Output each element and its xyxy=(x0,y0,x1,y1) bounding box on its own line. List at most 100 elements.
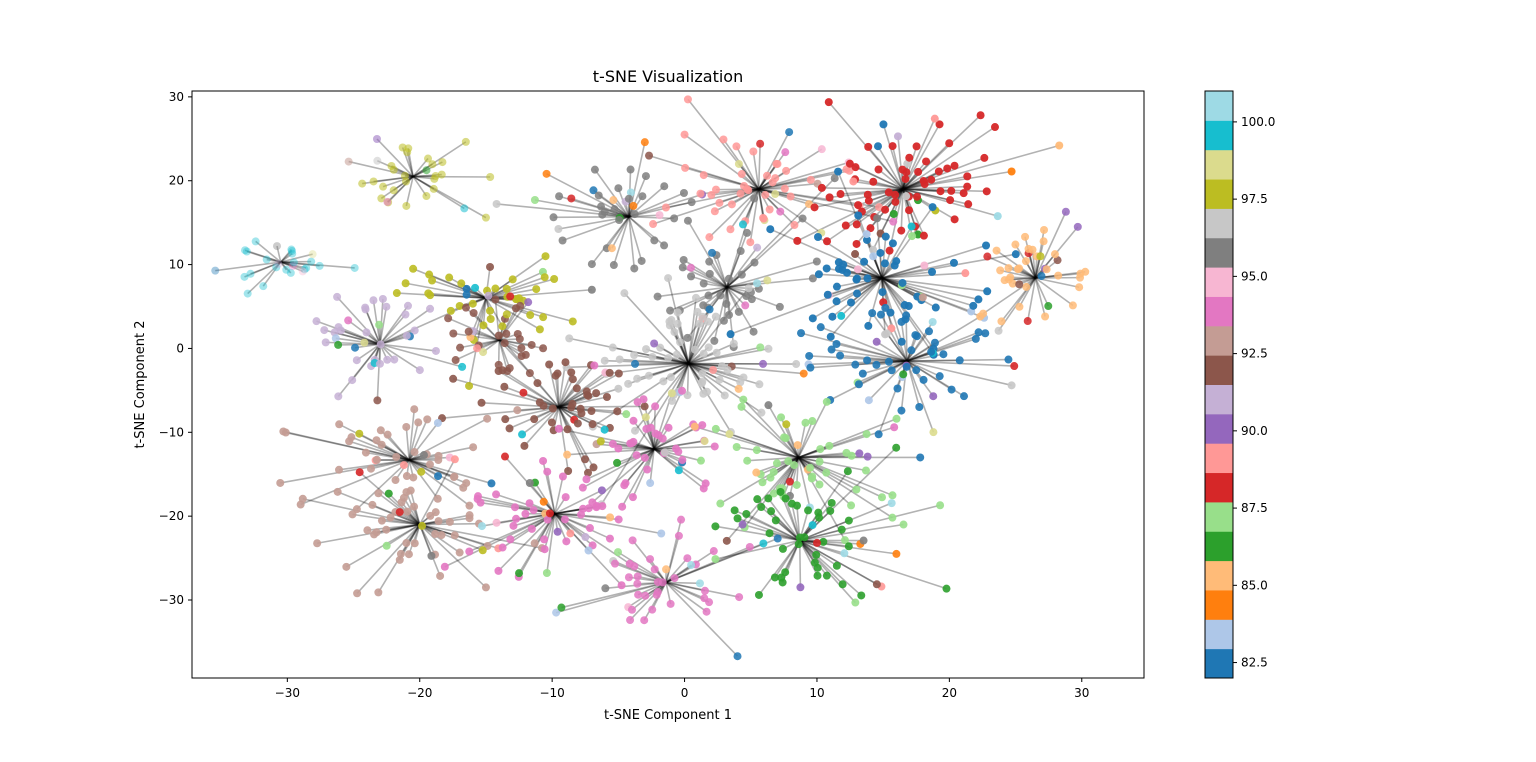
cluster-edge xyxy=(726,286,759,290)
data-point xyxy=(699,349,708,358)
cluster-edge xyxy=(767,404,800,458)
data-point xyxy=(658,578,667,587)
data-point xyxy=(812,538,821,547)
data-point xyxy=(1042,265,1051,274)
data-point xyxy=(473,344,482,353)
x-tick-label: 30 xyxy=(1074,686,1089,700)
colorbar-swatch xyxy=(1205,237,1233,268)
cluster-edge xyxy=(276,245,282,263)
data-point xyxy=(404,144,413,153)
cluster-edge xyxy=(340,329,381,346)
data-point xyxy=(742,185,751,194)
data-point xyxy=(336,326,345,335)
data-point xyxy=(444,314,453,323)
data-point xyxy=(525,479,534,488)
cluster-edge xyxy=(1010,276,1036,279)
colorbar-swatch xyxy=(1205,443,1233,474)
cluster-edge xyxy=(653,426,697,450)
data-point xyxy=(687,198,696,207)
data-point xyxy=(777,573,786,582)
data-point xyxy=(869,245,878,254)
data-point xyxy=(506,292,515,301)
data-point xyxy=(959,189,968,198)
data-point xyxy=(676,338,685,347)
cluster-edge xyxy=(784,498,801,541)
data-point xyxy=(399,461,408,470)
data-point xyxy=(769,489,778,498)
data-point xyxy=(434,517,443,526)
data-point xyxy=(557,603,566,612)
data-point xyxy=(681,163,690,172)
cluster-edge xyxy=(409,456,450,461)
data-point xyxy=(860,257,869,266)
cluster-edge xyxy=(419,514,470,526)
cluster-edge xyxy=(758,539,801,596)
data-point xyxy=(1023,317,1032,326)
data-point xyxy=(403,507,412,516)
cluster-edge xyxy=(902,175,968,190)
data-point xyxy=(836,351,845,360)
data-point xyxy=(733,652,742,661)
data-point xyxy=(641,591,650,600)
data-point xyxy=(759,359,768,368)
cluster-edge xyxy=(280,261,292,274)
data-point xyxy=(853,265,862,274)
cluster-edge xyxy=(408,459,470,507)
data-point xyxy=(666,373,675,382)
data-point xyxy=(822,468,831,477)
data-point xyxy=(1022,282,1031,291)
cluster-edge xyxy=(405,426,410,461)
data-point xyxy=(487,479,496,488)
cluster-edge xyxy=(857,268,883,279)
data-point xyxy=(558,472,567,481)
data-point xyxy=(876,310,885,319)
data-point xyxy=(656,343,665,352)
cluster-edge xyxy=(798,445,830,459)
data-point xyxy=(373,156,382,165)
cluster-edge xyxy=(713,287,728,342)
data-point xyxy=(838,580,847,589)
data-point xyxy=(561,493,570,502)
data-point xyxy=(823,237,832,246)
cluster-edge xyxy=(757,143,761,190)
cluster-edge xyxy=(558,390,588,408)
data-point xyxy=(901,174,910,183)
data-point xyxy=(670,328,679,337)
x-tick-label: −10 xyxy=(539,686,564,700)
cluster-edge xyxy=(596,443,655,450)
cluster-edge xyxy=(797,422,807,458)
data-point xyxy=(529,506,538,515)
data-point xyxy=(736,189,745,198)
data-point xyxy=(409,264,418,273)
data-point xyxy=(613,458,622,467)
data-point xyxy=(699,279,708,288)
data-point xyxy=(628,493,637,502)
data-point xyxy=(509,521,518,530)
data-point xyxy=(1011,250,1020,259)
cluster-edge xyxy=(536,382,560,408)
data-point xyxy=(897,226,906,235)
data-point xyxy=(873,142,882,151)
data-point xyxy=(726,225,735,234)
cluster-edge xyxy=(687,220,728,288)
colorbar-swatch xyxy=(1205,619,1233,650)
data-point xyxy=(241,246,250,255)
data-point xyxy=(754,590,763,599)
data-point xyxy=(1021,257,1030,266)
data-point xyxy=(772,459,781,468)
data-point xyxy=(673,308,682,317)
data-point xyxy=(626,188,635,197)
cluster-edge xyxy=(688,347,769,365)
data-point xyxy=(423,415,432,424)
data-point xyxy=(369,177,378,186)
cluster-edge xyxy=(789,457,800,482)
data-point xyxy=(927,175,936,184)
data-point xyxy=(449,374,458,383)
cluster-edge xyxy=(785,424,800,458)
cluster-edge xyxy=(405,176,414,207)
cluster-edge xyxy=(665,564,692,584)
data-point xyxy=(379,182,388,191)
data-point xyxy=(462,290,471,299)
data-point xyxy=(549,213,558,222)
data-point xyxy=(734,384,743,393)
